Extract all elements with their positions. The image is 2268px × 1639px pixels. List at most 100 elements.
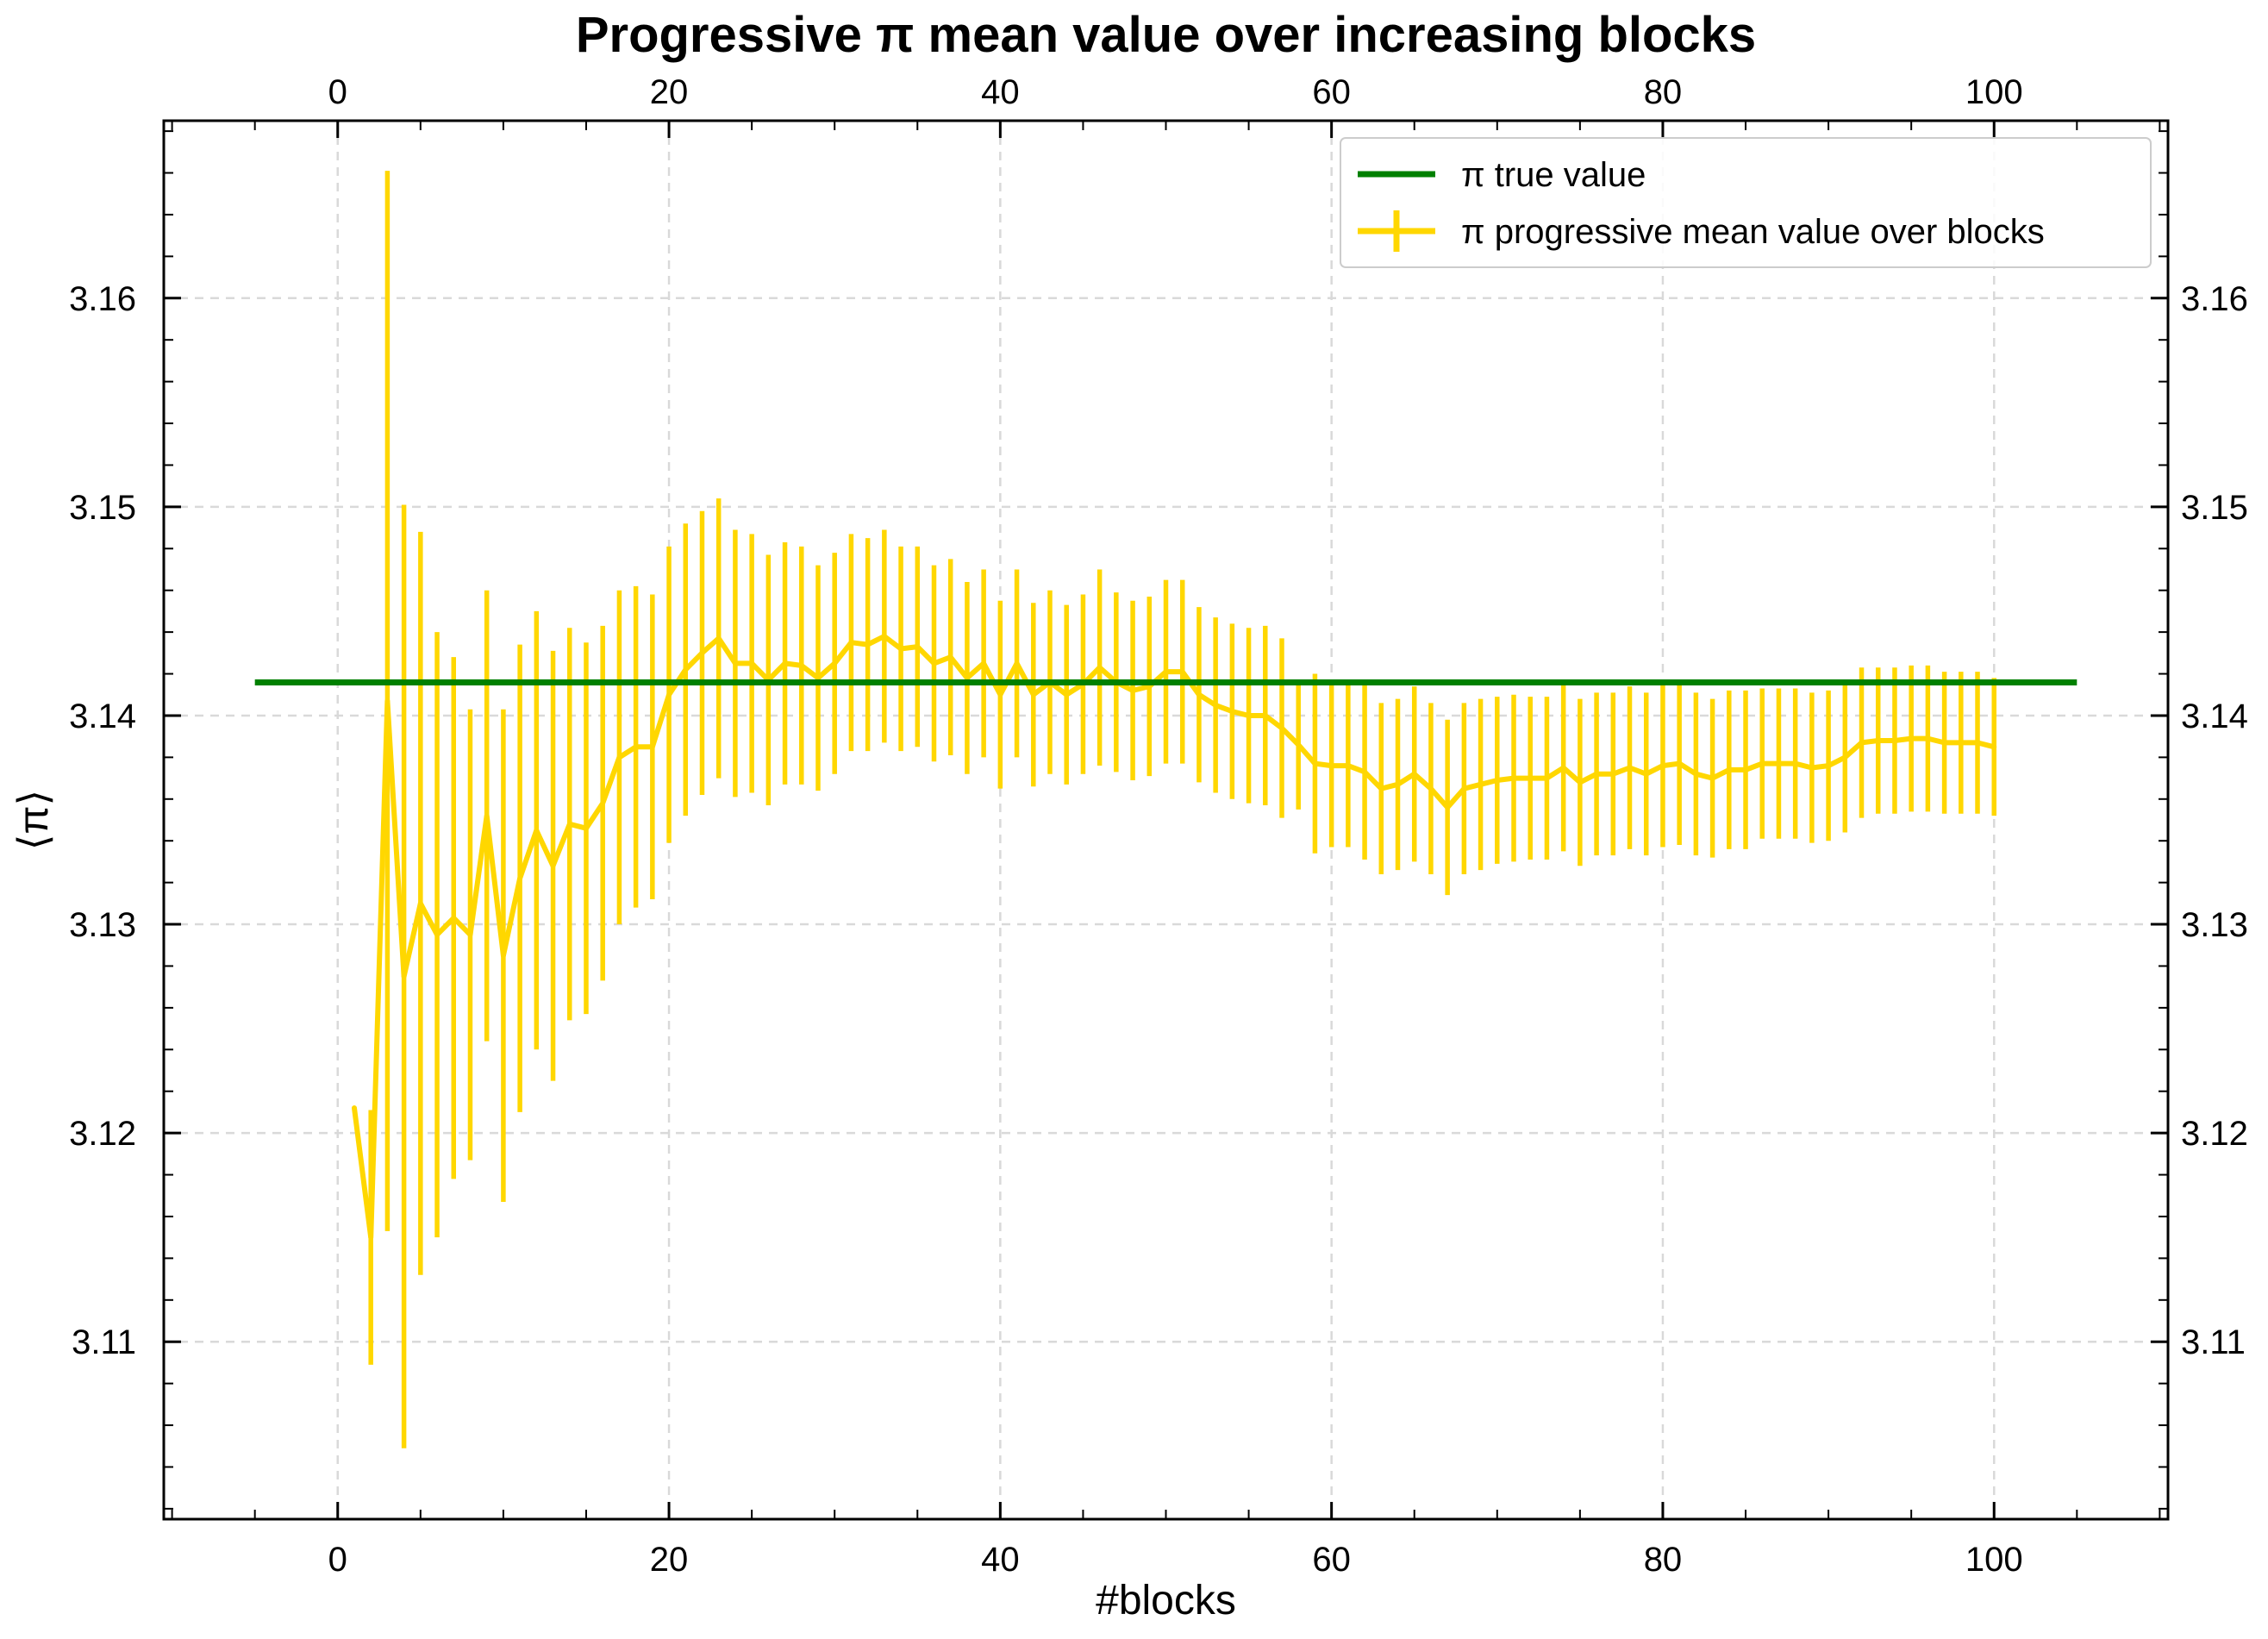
x-tick-label-bottom: 0 — [328, 1541, 347, 1579]
progressive-mean-point — [1826, 763, 1831, 768]
progressive-mean-point — [865, 641, 871, 647]
progressive-mean-point — [1975, 740, 1980, 746]
y-tick-label-right: 3.14 — [2181, 698, 2248, 735]
progressive-mean-point — [1296, 742, 1302, 748]
progressive-mean-point — [1428, 785, 1434, 791]
progressive-mean-point — [401, 973, 407, 979]
progressive-mean-point — [1925, 735, 1931, 741]
progressive-mean-point — [418, 901, 423, 906]
y-tick-label-right: 3.15 — [2181, 489, 2248, 527]
progressive-mean-point — [1660, 763, 1665, 768]
progressive-mean-point — [434, 932, 440, 937]
progressive-mean-point — [1941, 740, 1947, 746]
legend: π true value π progressive mean value ov… — [1340, 137, 2152, 268]
progressive-mean-point — [1445, 804, 1450, 810]
progressive-mean-point — [1560, 765, 1566, 771]
y-tick-label-left: 3.12 — [69, 1115, 136, 1153]
progressive-mean-point — [1130, 688, 1135, 693]
progressive-mean-point — [1378, 785, 1384, 791]
progressive-mean-point — [997, 691, 1003, 698]
progressive-mean-point — [749, 660, 754, 666]
progressive-mean-point — [1328, 763, 1334, 768]
progressive-mean-point — [451, 915, 457, 921]
progressive-mean-point — [1346, 763, 1351, 768]
progressive-mean-point — [600, 800, 605, 806]
x-tick-label-bottom: 40 — [981, 1541, 1020, 1579]
progressive-mean-point — [1478, 782, 1484, 787]
progressive-mean-point — [1909, 735, 1914, 741]
progressive-mean-point — [1677, 760, 1682, 766]
y-tick-label-right: 3.11 — [2181, 1323, 2246, 1361]
progressive-mean-point — [352, 1105, 357, 1110]
progressive-mean-point — [1693, 771, 1699, 777]
progressive-mean-point — [1213, 703, 1218, 708]
progressive-mean-point — [733, 660, 738, 666]
series-layer — [254, 171, 2077, 1448]
progressive-mean-point — [384, 698, 390, 704]
x-tick-label-bottom: 20 — [650, 1541, 689, 1579]
progressive-mean-point — [467, 932, 473, 937]
y-tick-label-left: 3.16 — [69, 280, 136, 318]
y-tick-label-right: 3.16 — [2181, 280, 2248, 318]
legend-label-true-value: π true value — [1461, 156, 1646, 194]
progressive-mean-point — [947, 654, 953, 660]
progressive-mean-point — [566, 822, 572, 827]
progressive-mean-point — [1578, 779, 1583, 785]
progressive-mean-point — [1544, 775, 1550, 781]
progressive-mean-point — [1030, 691, 1036, 698]
progressive-mean-point — [848, 640, 854, 646]
progressive-mean-point — [1395, 782, 1401, 787]
progressive-mean-point — [882, 634, 887, 639]
progressive-mean-point — [633, 744, 639, 750]
progressive-mean-line — [352, 634, 1997, 1241]
y-tick-label-left: 3.13 — [69, 906, 136, 944]
x-tick-label-top: 40 — [981, 73, 1020, 111]
y-tick-label-left: 3.15 — [69, 489, 136, 527]
ticks-layer: 0 0 20 20 40 40 60 60 80 80 100 100 3.11 3.11 3.12 3.12… — [69, 73, 2248, 1579]
progressive-mean-point — [1229, 709, 1235, 714]
progressive-mean-point — [1627, 765, 1633, 771]
y-axis-label: ⟨π⟩ — [11, 790, 57, 851]
progressive-mean-point — [484, 813, 490, 818]
progressive-mean-point — [1262, 713, 1268, 718]
x-tick-label-top: 60 — [1312, 73, 1351, 111]
progressive-mean-point — [1163, 669, 1169, 674]
progressive-mean-point — [1594, 771, 1599, 777]
progressive-mean-point — [782, 660, 788, 666]
x-axis-label: #blocks — [1096, 1578, 1236, 1623]
progressive-mean-point — [1792, 760, 1798, 766]
x-tick-label-bottom: 80 — [1644, 1541, 1683, 1579]
progressive-mean-point — [616, 754, 622, 760]
x-tick-label-top: 20 — [650, 73, 689, 111]
legend-label-progressive-mean: π progressive mean value over blocks — [1461, 213, 2045, 251]
progressive-mean-point — [1097, 665, 1103, 671]
progressive-mean-point — [550, 863, 556, 869]
progressive-mean-point — [1362, 769, 1367, 775]
progressive-mean-point — [1179, 669, 1185, 674]
y-tick-label-left: 3.11 — [72, 1323, 136, 1361]
y-tick-label-right: 3.12 — [2181, 1115, 2248, 1153]
y-tick-label-left: 3.14 — [69, 698, 136, 735]
progressive-mean-point — [368, 1235, 373, 1240]
progressive-mean-point — [1246, 713, 1252, 718]
progressive-mean-point — [798, 663, 804, 668]
x-tick-label-bottom: 100 — [1965, 1541, 2023, 1579]
x-tick-label-top: 0 — [328, 73, 347, 111]
plot-frame — [162, 119, 2170, 1521]
progressive-mean-point — [1511, 775, 1516, 781]
progressive-mean-point — [1991, 744, 1997, 750]
progressive-mean-point — [1610, 771, 1616, 777]
progressive-mean-point — [1196, 691, 1202, 698]
progressive-mean-point — [1859, 740, 1865, 746]
y-tick-label-right: 3.13 — [2181, 906, 2248, 944]
progressive-mean-point — [931, 660, 937, 666]
progressive-mean-point — [832, 660, 838, 666]
progressive-mean-point — [534, 828, 540, 833]
progressive-mean-point — [1064, 691, 1070, 698]
progressive-mean-point — [1643, 771, 1649, 777]
progressive-mean-point — [1494, 778, 1500, 783]
progressive-mean-point — [584, 825, 589, 831]
progressive-mean-point — [517, 875, 522, 881]
progressive-mean-point — [898, 646, 903, 652]
